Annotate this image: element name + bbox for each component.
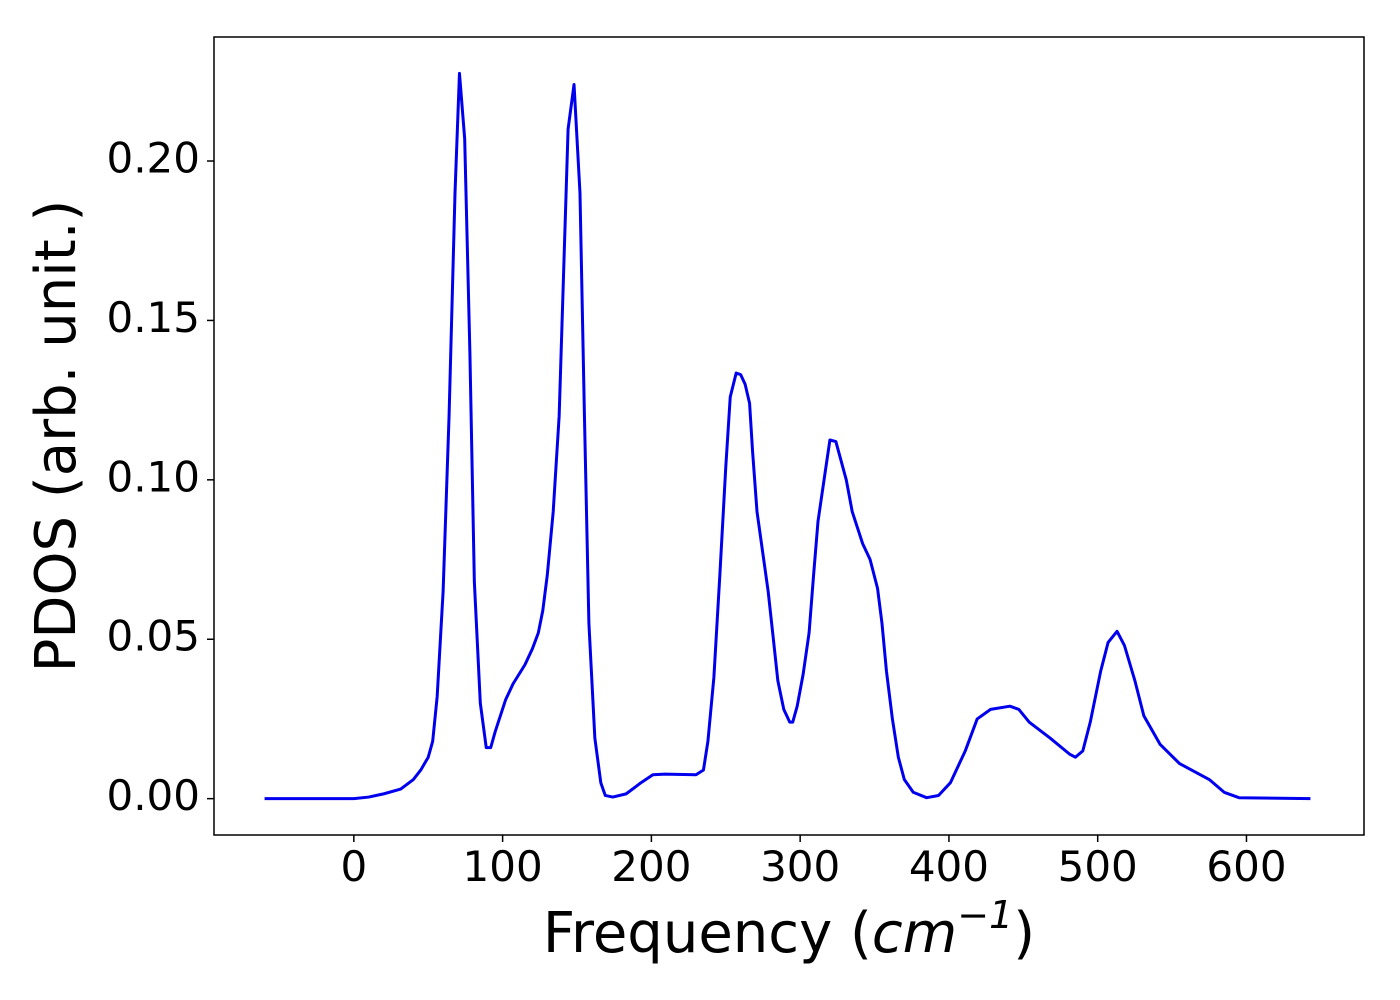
y-tick-label: 0.10: [106, 452, 200, 501]
y-tick-label: 0.05: [106, 612, 200, 661]
y-tick-label: 0.20: [106, 134, 200, 183]
data-line: [264, 71, 1311, 801]
x-tick-label: 500: [1058, 842, 1138, 891]
y-tick-label: 0.00: [106, 771, 200, 820]
x-label-exponent: −1: [957, 893, 1013, 937]
x-label-close: ): [1013, 901, 1035, 966]
plot-frame: [213, 36, 1365, 836]
x-tick-label: 100: [463, 842, 543, 891]
x-label-text: Frequency (: [543, 901, 872, 966]
x-tick-label: 0: [340, 842, 367, 891]
x-tick-label: 600: [1206, 842, 1286, 891]
x-tick-label: 400: [909, 842, 989, 891]
x-tick-label: 300: [760, 842, 840, 891]
x-label-unit: cm: [872, 901, 957, 966]
y-tick-label: 0.15: [106, 293, 200, 342]
y-axis-label: PDOS (arb. unit.): [24, 200, 89, 673]
x-tick-label: 200: [611, 842, 691, 891]
x-axis-label: Frequency (cm−1): [543, 893, 1035, 966]
